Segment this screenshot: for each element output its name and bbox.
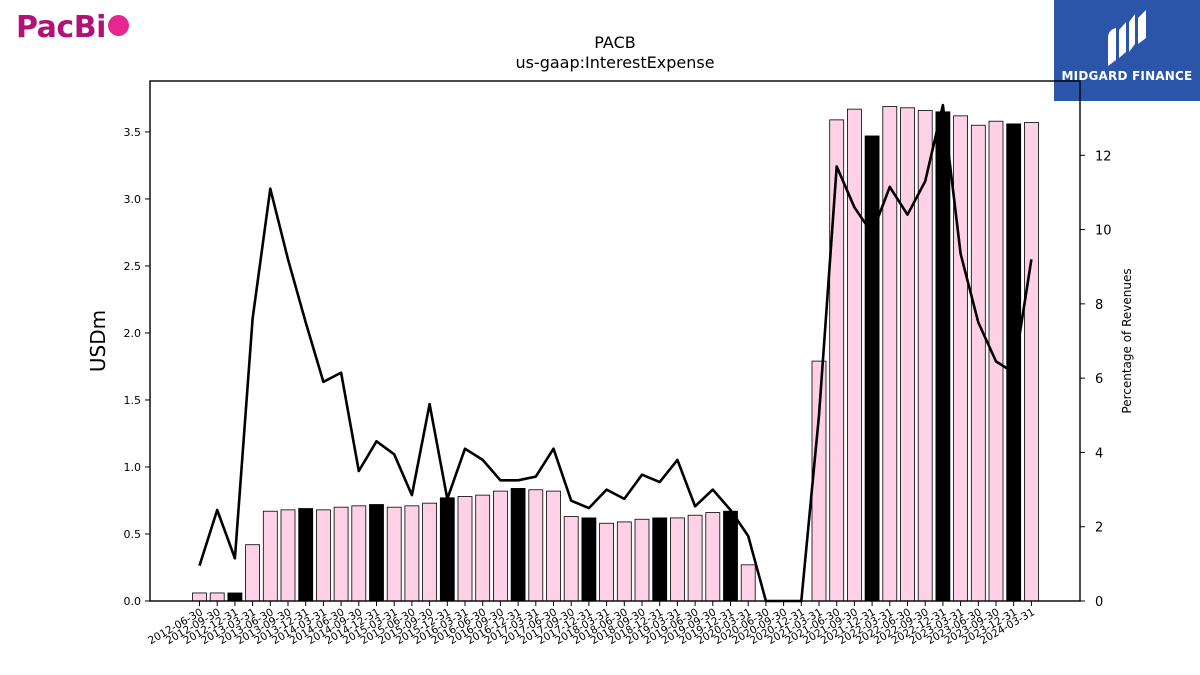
bar-2023-03-31 — [953, 115, 968, 602]
pacbio-logo-dot-icon — [107, 15, 129, 36]
y-tick-label: 2.5 — [124, 260, 142, 273]
bar-2017-03-31 — [528, 489, 544, 602]
chart-subtitle: us-gaap:InterestExpense — [515, 53, 714, 72]
bar-2023-12-31 — [1006, 123, 1022, 602]
bar-2013-09-30 — [280, 509, 296, 602]
y-tick-label: 0.5 — [124, 528, 142, 541]
y-tick-label: 2.0 — [124, 327, 142, 340]
y-tick-label: 0.0 — [124, 595, 142, 608]
y2-tick-label: 4 — [1095, 446, 1103, 461]
y-tick-label: 1.0 — [124, 461, 142, 474]
y2-axis-label: Percentage of Revenues — [1120, 268, 1134, 413]
bar-2021-09-30 — [847, 108, 862, 602]
bar-2015-09-30 — [422, 502, 438, 602]
bar-2012-09-30 — [209, 592, 225, 602]
bar-2019-09-30 — [705, 512, 721, 602]
bar-2017-12-31 — [581, 517, 597, 602]
bar-2012-06-30 — [192, 592, 207, 602]
y-tick-label: 3.0 — [124, 193, 142, 206]
bar-series — [192, 106, 1039, 602]
bar-2019-06-30 — [687, 514, 703, 602]
bar-2019-03-31 — [670, 517, 685, 602]
bar-2015-06-30 — [404, 505, 420, 602]
bar-2022-06-30 — [900, 107, 915, 602]
bar-2013-03-31 — [245, 544, 261, 602]
bar-2016-06-30 — [475, 494, 491, 602]
midgard-finance-logo: MIDGARD FINANCE — [1054, 0, 1200, 101]
y2-tick-label: 0 — [1095, 595, 1103, 610]
chart-axes: 0.00.51.01.52.02.53.03.50246810122012-06… — [124, 80, 1112, 647]
bar-2014-03-31 — [315, 509, 331, 602]
y-axis-label: USDm — [86, 310, 110, 372]
bar-2016-09-30 — [492, 490, 508, 602]
bar-2013-12-31 — [298, 508, 314, 602]
bar-2012-12-31 — [227, 592, 243, 602]
bar-2017-09-30 — [563, 516, 579, 602]
line-series — [198, 103, 1033, 603]
bar-2014-09-30 — [351, 505, 367, 602]
bar-2021-06-30 — [829, 119, 845, 602]
bar-2021-12-31 — [864, 135, 880, 602]
pacbio-logo-text: PacBi — [16, 10, 106, 45]
bar-2018-12-31 — [652, 517, 668, 602]
bar-2023-06-30 — [970, 124, 986, 602]
y2-tick-label: 10 — [1095, 224, 1112, 239]
bar-2019-12-31 — [723, 510, 738, 602]
chart-title: PACB — [594, 33, 635, 52]
midgard-logo-text: MIDGARD FINANCE — [1061, 69, 1193, 83]
bar-2020-03-31 — [740, 564, 756, 602]
bar-2016-03-31 — [457, 496, 473, 602]
pacbio-logo: PacBi — [16, 10, 129, 45]
y2-tick-label: 6 — [1095, 372, 1103, 387]
plot-frame — [149, 80, 1081, 602]
bar-2018-03-31 — [599, 522, 614, 602]
bar-2015-03-31 — [386, 506, 402, 602]
bar-2018-09-30 — [634, 518, 650, 602]
revenue-percentage-line — [198, 103, 1033, 603]
bar-2014-12-31 — [369, 504, 384, 602]
bar-2017-06-30 — [546, 490, 561, 602]
y2-tick-label: 8 — [1095, 298, 1103, 313]
bar-2016-12-31 — [510, 488, 526, 602]
y-tick-label: 1.5 — [124, 394, 142, 407]
bar-2024-03-31 — [1024, 122, 1039, 602]
bar-2013-06-30 — [262, 510, 278, 602]
bar-2015-12-31 — [439, 497, 455, 602]
y2-tick-label: 12 — [1095, 149, 1112, 164]
bar-2022-12-31 — [935, 111, 951, 602]
midgard-logo-icon — [1108, 10, 1146, 66]
y2-tick-label: 2 — [1095, 521, 1103, 536]
bar-2018-06-30 — [616, 521, 632, 602]
y-tick-label: 3.5 — [124, 126, 142, 139]
bar-2014-06-30 — [333, 506, 349, 602]
bar-2022-03-31 — [882, 106, 898, 602]
